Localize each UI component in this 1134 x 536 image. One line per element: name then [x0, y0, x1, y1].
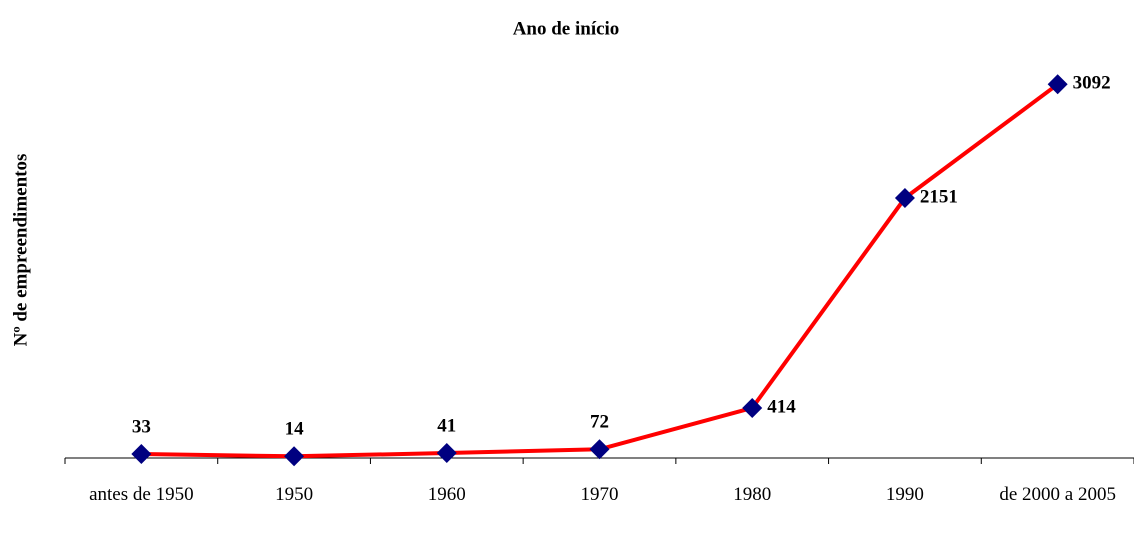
data-label: 3092: [1073, 73, 1111, 94]
line: [141, 82, 1059, 459]
chart-title: Ano de início: [513, 18, 620, 39]
x-tick-label: 1980: [733, 484, 772, 505]
data-label: 33: [132, 416, 151, 437]
marker: [1047, 74, 1068, 95]
marker: [742, 397, 763, 418]
x-tick-label: de 2000 a 2005: [999, 484, 1116, 505]
y-axis-label: Nº de empreendimentos: [10, 154, 31, 347]
marker: [436, 443, 457, 464]
data-label: 2151: [920, 186, 958, 207]
x-tick-label: 1960: [427, 484, 466, 505]
data-label: 414: [767, 396, 796, 417]
data-label: 72: [590, 412, 609, 433]
x-tick-label: 1990: [885, 484, 924, 505]
x-tick-label: 1970: [580, 484, 619, 505]
marker: [284, 446, 305, 467]
marker: [131, 444, 152, 465]
x-tick-label: 1950: [275, 484, 314, 505]
marker: [589, 439, 610, 460]
data-label: 14: [285, 419, 305, 440]
x-tick-label: antes de 1950: [89, 484, 194, 505]
data-label: 41: [437, 415, 456, 436]
marker: [894, 188, 915, 209]
